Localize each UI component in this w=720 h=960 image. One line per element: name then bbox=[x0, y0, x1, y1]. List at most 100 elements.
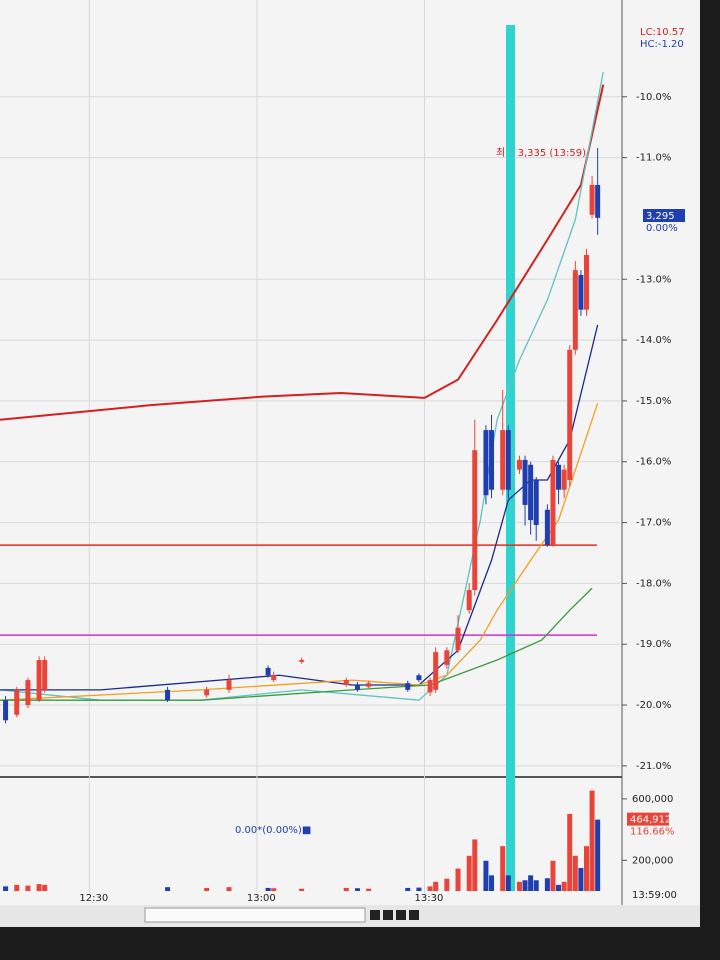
candle-body bbox=[265, 667, 271, 676]
x-tick-label: 13:00 bbox=[247, 893, 276, 904]
volume-bar bbox=[516, 881, 522, 891]
candle-body bbox=[489, 430, 495, 490]
time-label: 13:59:00 bbox=[632, 890, 677, 901]
y-tick-label: -13.0% bbox=[636, 274, 671, 285]
candle-body bbox=[42, 660, 48, 690]
scrollbar[interactable] bbox=[144, 907, 366, 923]
volume-bar bbox=[572, 855, 578, 891]
volume-bar bbox=[25, 885, 31, 891]
average-line bbox=[0, 403, 599, 701]
volume-bar bbox=[455, 868, 461, 891]
y-tick-label: -17.0% bbox=[636, 518, 671, 529]
panel-divider bbox=[0, 776, 622, 778]
volume-bar bbox=[472, 839, 478, 891]
candle-body bbox=[299, 660, 305, 662]
candle-body bbox=[595, 184, 601, 218]
volume-bar bbox=[366, 888, 372, 891]
bezel-right bbox=[700, 0, 720, 960]
volume-bar bbox=[528, 875, 534, 891]
volume-tick-label: 200,000 bbox=[632, 855, 673, 866]
average-line bbox=[0, 587, 593, 701]
candle-body bbox=[572, 270, 578, 350]
volume-bar bbox=[489, 875, 495, 891]
volume-bar bbox=[3, 886, 9, 891]
candle-body bbox=[405, 683, 411, 690]
candle-body bbox=[567, 349, 573, 480]
button[interactable] bbox=[409, 910, 419, 920]
volume-bar bbox=[265, 887, 271, 891]
candle-body bbox=[226, 680, 232, 690]
volume-bar bbox=[583, 846, 589, 891]
candle-body bbox=[433, 652, 439, 690]
button[interactable] bbox=[370, 910, 380, 920]
volume-bar bbox=[226, 887, 232, 891]
candle-body bbox=[271, 675, 277, 681]
candle-body bbox=[354, 684, 360, 690]
volume-bar bbox=[561, 881, 567, 891]
candle-body bbox=[3, 700, 9, 721]
candle-body bbox=[589, 184, 595, 215]
candle-body bbox=[25, 680, 31, 706]
price-label: 3,295 bbox=[646, 211, 675, 222]
volume-current-label: 464,912 bbox=[630, 815, 671, 826]
candle-body bbox=[416, 675, 422, 681]
volume-bar bbox=[556, 884, 562, 891]
button[interactable] bbox=[396, 910, 406, 920]
y-tick-label: -21.0% bbox=[636, 761, 671, 772]
hc-label: HC:-1.20 bbox=[640, 39, 684, 50]
volume-bar bbox=[433, 881, 439, 891]
candle-body bbox=[204, 689, 210, 696]
candle-body bbox=[14, 689, 20, 715]
candle-body bbox=[516, 459, 522, 470]
volume-note: 0.00*(0.00%)■ bbox=[235, 825, 311, 836]
candle-body bbox=[455, 627, 461, 651]
y-tick-label: -10.0% bbox=[636, 92, 671, 103]
candle-body bbox=[583, 254, 589, 310]
y-tick-label: -16.0% bbox=[636, 457, 671, 468]
candle-body bbox=[444, 650, 450, 665]
volume-bar bbox=[271, 888, 277, 891]
candle-body bbox=[427, 680, 433, 693]
candle-body bbox=[544, 509, 550, 546]
volume-bar bbox=[343, 887, 349, 891]
volume-ratio: 116.66% bbox=[630, 827, 675, 838]
y-tick-label: -11.0% bbox=[636, 153, 671, 164]
volume-current-box bbox=[627, 812, 669, 826]
candle-body bbox=[343, 680, 349, 685]
candle-body bbox=[165, 689, 171, 701]
volume-bar bbox=[483, 860, 489, 891]
candle-body bbox=[483, 430, 489, 496]
candle-body bbox=[500, 430, 506, 490]
y-tick-label: -14.0% bbox=[636, 335, 671, 346]
high-annotation: 최고 3,335 (13:59) bbox=[496, 147, 586, 159]
volume-bar bbox=[522, 880, 528, 891]
volume-bar bbox=[505, 875, 511, 891]
volume-tick-label: 600,000 bbox=[632, 794, 673, 805]
x-tick-label: 12:30 bbox=[79, 893, 108, 904]
y-tick-label: -19.0% bbox=[636, 639, 671, 650]
volume-bar bbox=[416, 887, 422, 891]
volume-bar bbox=[544, 878, 550, 891]
volume-bar bbox=[589, 790, 595, 891]
volume-bar bbox=[578, 867, 584, 891]
candle-body bbox=[466, 590, 472, 611]
volume-bar bbox=[550, 860, 556, 891]
volume-bar bbox=[354, 888, 360, 891]
candle-body bbox=[366, 683, 372, 687]
price-change: 0.00% bbox=[646, 223, 678, 234]
candle-body bbox=[505, 430, 511, 490]
x-tick-label: 13:30 bbox=[415, 893, 444, 904]
candle-body bbox=[578, 275, 584, 310]
candle-body bbox=[472, 450, 478, 591]
candle-body bbox=[36, 660, 42, 701]
candle-body bbox=[528, 464, 534, 521]
volume-bar bbox=[14, 884, 20, 891]
lc-label: LC:10.57 bbox=[640, 27, 685, 38]
candle-body bbox=[561, 469, 567, 490]
candle-body bbox=[533, 479, 539, 525]
screen bbox=[0, 0, 700, 930]
button[interactable] bbox=[383, 910, 393, 920]
candle-body bbox=[550, 459, 556, 546]
volume-bar bbox=[36, 884, 42, 891]
